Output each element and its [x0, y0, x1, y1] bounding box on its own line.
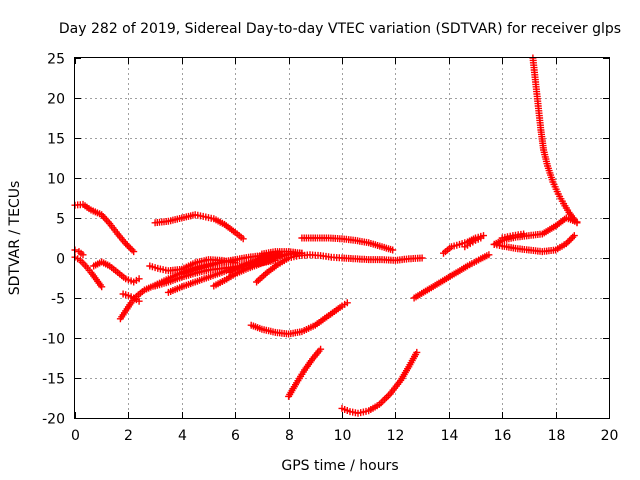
y-tick-label-9: 25	[47, 52, 65, 68]
marker-arc-01-21	[123, 241, 131, 249]
point-arc-20-6	[485, 251, 493, 259]
point-arc-23-7	[570, 232, 578, 240]
series-arc-26	[529, 54, 581, 227]
plot-frame	[74, 57, 610, 419]
series-arc-20	[410, 251, 493, 302]
x-tick-label-5: 10	[334, 428, 352, 444]
point-arc-25-2	[520, 230, 528, 238]
series-arc-06	[119, 290, 143, 305]
marker-arc-01-22	[125, 243, 133, 251]
point-arc-04-6	[135, 275, 143, 283]
point-arc-19-8	[413, 348, 421, 356]
y-tick-label-1: -15	[42, 372, 65, 388]
series-arc-25	[498, 230, 528, 242]
series-arc-17	[247, 299, 351, 338]
marker-arc-01-23	[127, 244, 134, 252]
point-arc-09-8	[239, 235, 247, 243]
x-tick-label-2: 4	[178, 428, 187, 444]
x-tick-label-3: 6	[231, 428, 240, 444]
x-axis-label: GPS time / hours	[281, 458, 398, 474]
series-arc-18	[285, 345, 325, 400]
y-tick-label-5: 5	[56, 212, 65, 228]
marker-arc-23-27	[566, 236, 573, 244]
series-arc-04	[90, 258, 143, 286]
point-arc-16-7	[389, 246, 397, 254]
y-axis-label: SDTVAR / TECUs	[7, 181, 23, 296]
x-tick-label-8: 16	[494, 428, 512, 444]
x-tick-label-4: 8	[285, 428, 294, 444]
point-arc-06-3	[135, 297, 143, 305]
series-arc-01	[71, 200, 138, 256]
point-arc-17-8	[343, 299, 351, 307]
point-arc-26-11	[573, 219, 581, 227]
marker-arc-23-28	[567, 235, 575, 243]
series-arc-22	[461, 234, 485, 251]
data-series	[71, 54, 581, 417]
y-tick-label-6: 10	[47, 172, 65, 188]
y-tick-label-7: 15	[47, 132, 65, 148]
series-arc-23	[490, 232, 578, 256]
axis-ticks: 0 2 4 6 8 10 12 14 16 18 20 -20 -15 -10 -5 0 5 10 15 20 25	[42, 52, 618, 445]
y-tick-label-0: -20	[42, 412, 65, 428]
marker-arc-23-29	[569, 233, 577, 241]
y-tick-label-4: 0	[56, 252, 65, 268]
y-tick-label-8: 20	[47, 92, 65, 108]
x-tick-label-6: 12	[387, 428, 405, 444]
point-arc-18-4	[317, 345, 325, 353]
point-arc-23-6	[562, 240, 570, 248]
y-tick-label-2: -10	[42, 332, 65, 348]
series-arc-09	[151, 211, 247, 243]
point-arc-02-5	[98, 283, 106, 291]
point-arc-22-3	[477, 234, 485, 242]
x-tick-label-10: 20	[601, 428, 619, 444]
y-tick-label-3: -5	[51, 292, 65, 308]
marker-arc-01-24	[128, 246, 136, 254]
x-tick-label-0: 0	[71, 428, 80, 444]
point-arc-03-2	[79, 251, 87, 259]
series-arc-14	[253, 251, 426, 286]
series-arc-15	[258, 248, 306, 258]
chart-grid	[75, 58, 609, 418]
marker-arc-23-26	[564, 238, 572, 246]
point-arc-14-14	[418, 254, 426, 262]
series-arc-16	[298, 234, 397, 254]
x-tick-label-7: 14	[441, 428, 459, 444]
point-arc-01-6	[122, 240, 130, 248]
x-tick-label-1: 2	[124, 428, 133, 444]
point-arc-01-7	[130, 248, 138, 256]
point-arc-15-3	[298, 249, 306, 257]
chart-title: Day 282 of 2019, Sidereal Day-to-day VTE…	[59, 21, 621, 37]
series-arc-12	[210, 250, 293, 290]
series-arc-19	[338, 348, 421, 417]
x-tick-label-9: 18	[548, 428, 566, 444]
